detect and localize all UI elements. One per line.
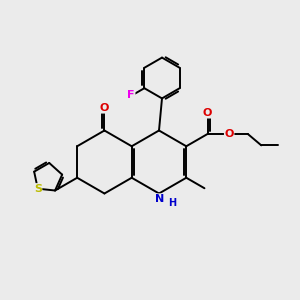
- Text: O: O: [203, 108, 212, 118]
- Text: O: O: [224, 129, 234, 139]
- Text: S: S: [34, 184, 42, 194]
- Text: N: N: [155, 194, 164, 204]
- Text: F: F: [128, 90, 135, 100]
- Text: O: O: [100, 103, 109, 113]
- Text: H: H: [168, 198, 177, 208]
